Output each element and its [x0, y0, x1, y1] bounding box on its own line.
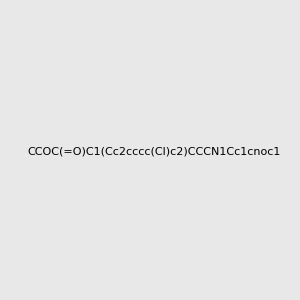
Text: CCOC(=O)C1(Cc2cccc(Cl)c2)CCCN1Cc1cnoc1: CCOC(=O)C1(Cc2cccc(Cl)c2)CCCN1Cc1cnoc1 [27, 146, 280, 157]
